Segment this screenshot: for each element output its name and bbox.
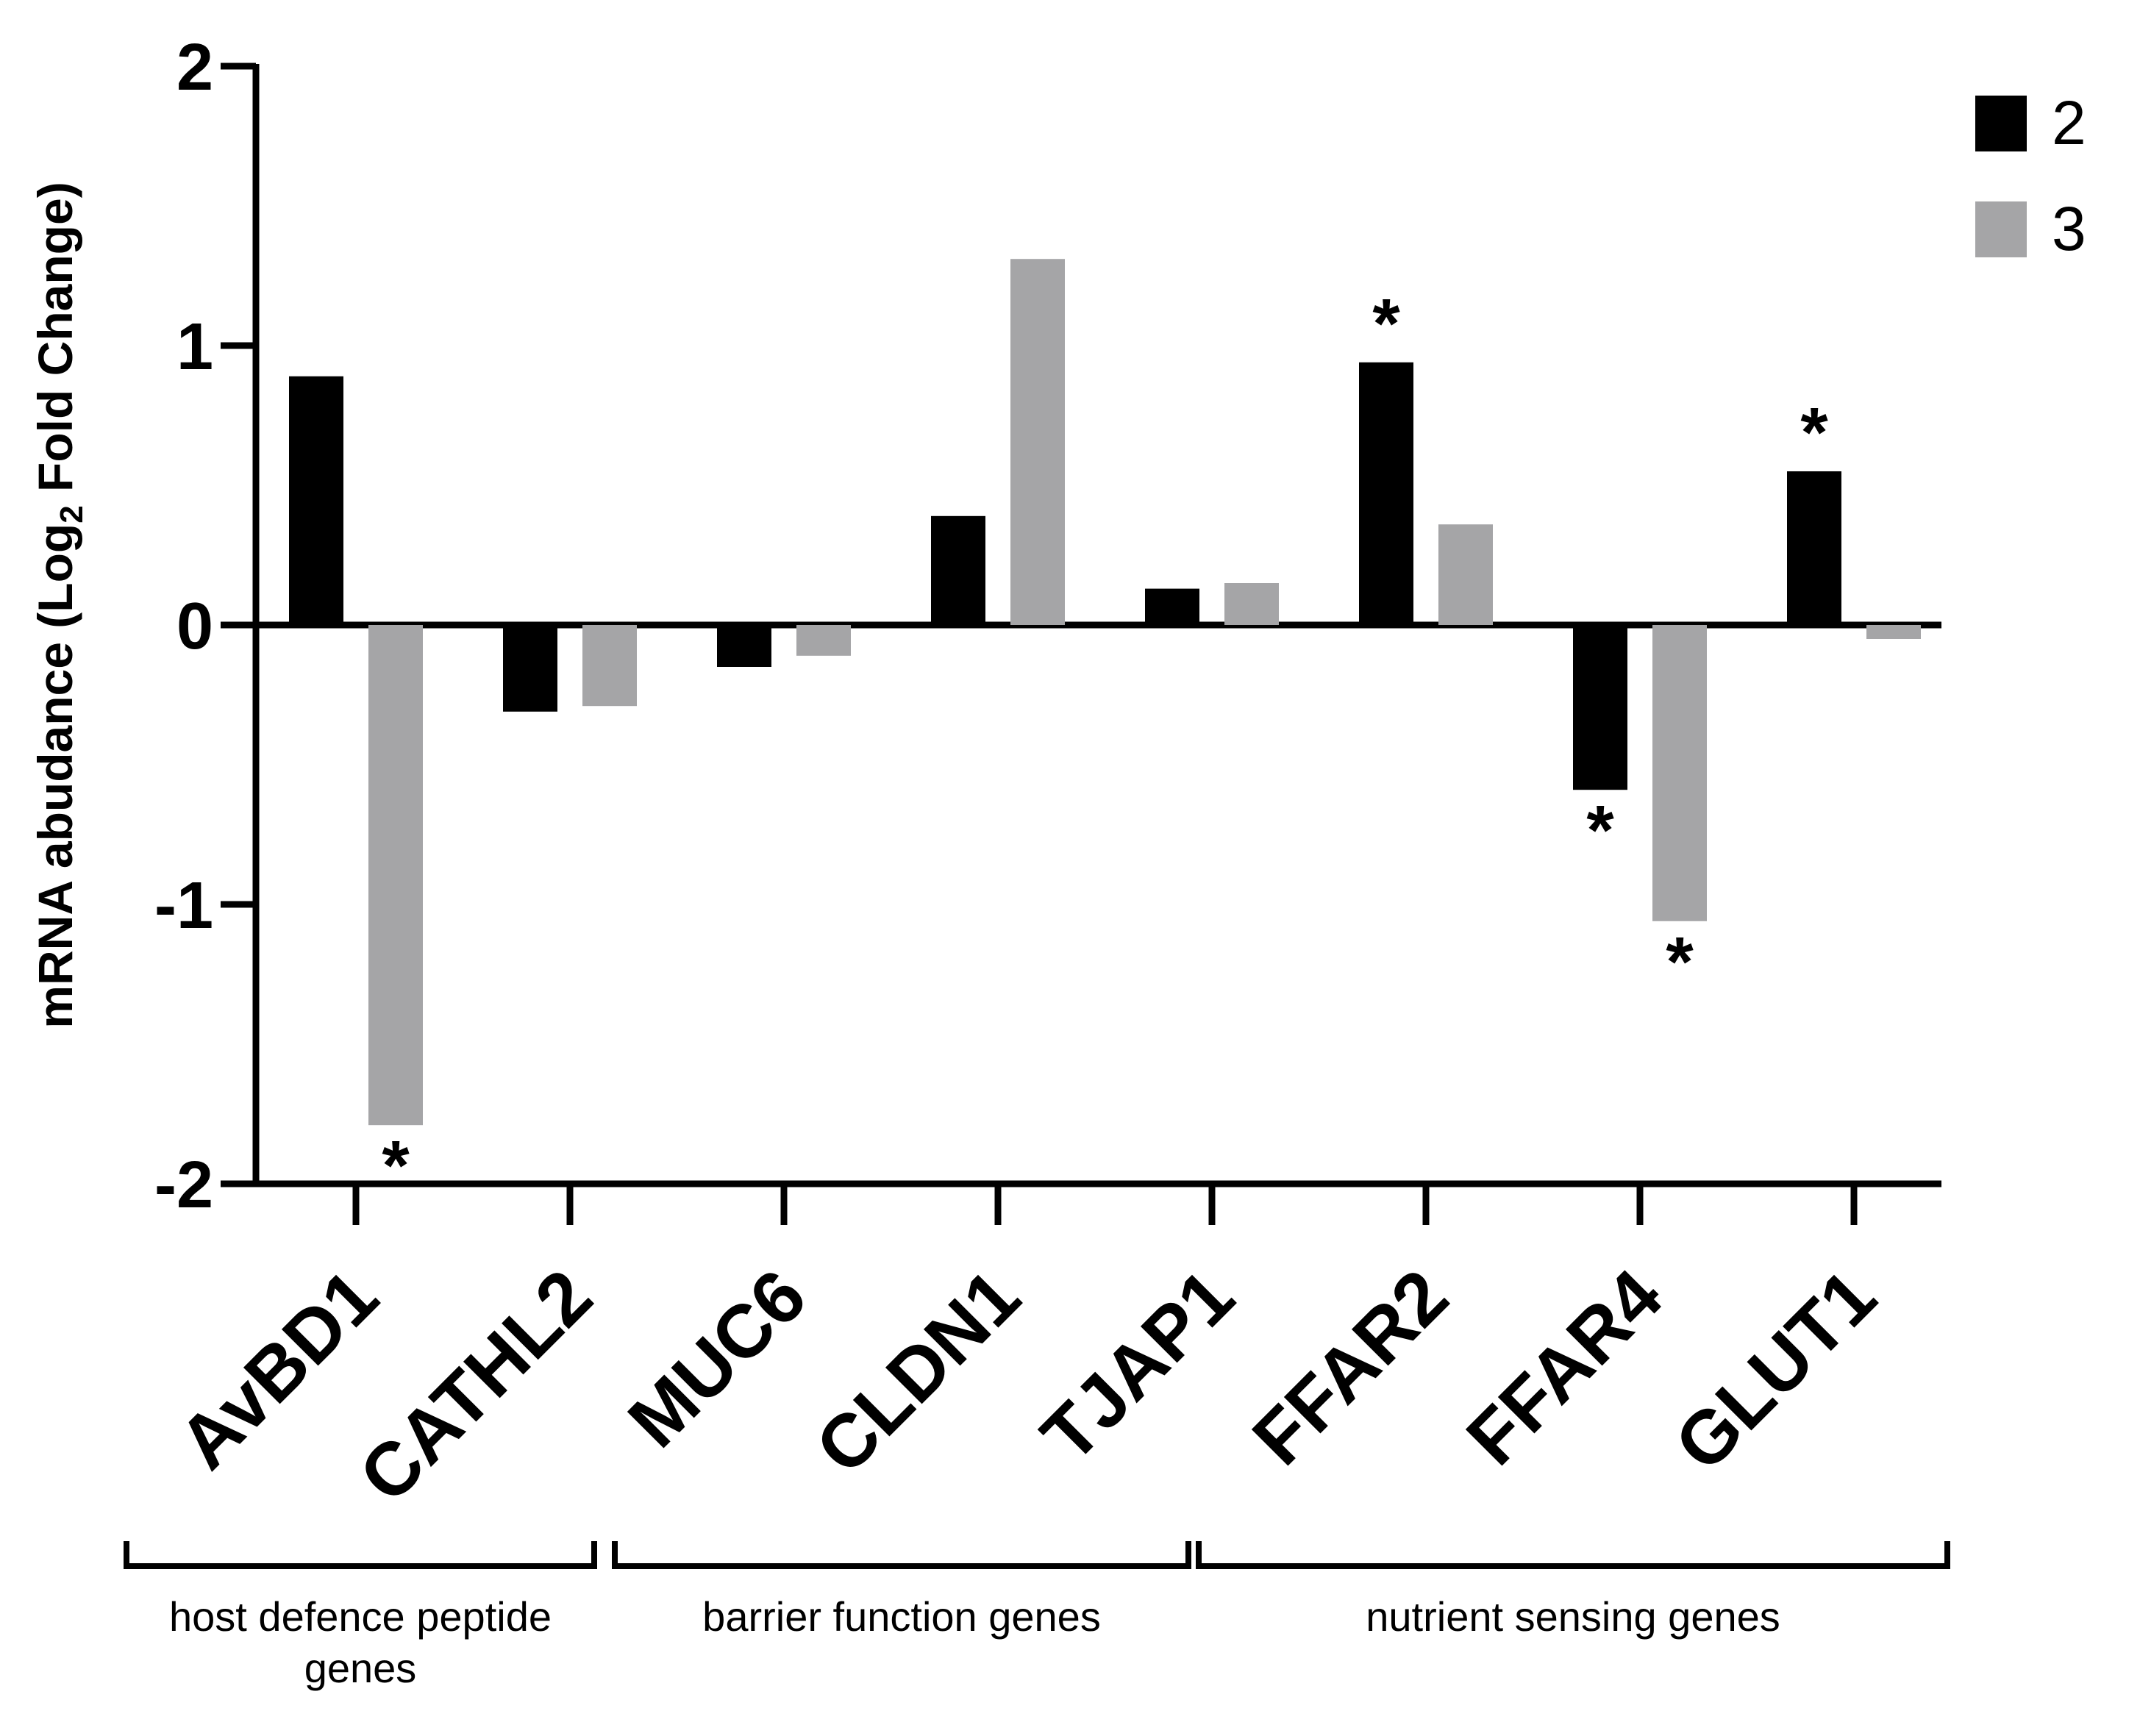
bar-series-2 xyxy=(289,376,343,625)
y-axis: 2 1 0 -1 -2 xyxy=(154,31,260,1222)
bar-series-3 xyxy=(582,625,637,707)
group-bracket xyxy=(1196,1541,1950,1569)
category-label: MUC6 xyxy=(613,1254,822,1463)
legend-swatch-2 xyxy=(1975,96,2027,151)
significance-markers: * * * * * xyxy=(382,285,1828,1205)
legend-label-3: 3 xyxy=(2052,194,2086,263)
bar-series-2 xyxy=(503,625,557,712)
bar-series-2 xyxy=(1359,362,1413,625)
bar-series-2 xyxy=(1787,471,1841,625)
category-label: GLUT1 xyxy=(1659,1254,1892,1487)
group-label: host defence peptide xyxy=(169,1593,552,1640)
bar-series-3 xyxy=(796,625,851,656)
bar-series-3 xyxy=(1438,524,1493,625)
x-axis xyxy=(253,1180,1941,1225)
legend-swatch-3 xyxy=(1975,201,2027,257)
y-tick-label: -1 xyxy=(154,869,213,943)
group-label: nutrient sensing genes xyxy=(1366,1593,1780,1640)
y-tick-label: -2 xyxy=(154,1149,213,1222)
legend: 23 xyxy=(1975,88,2086,263)
y-tick-label: 0 xyxy=(176,590,213,663)
bar-series-3 xyxy=(1866,625,1921,639)
bar-series-2 xyxy=(931,515,985,625)
y-tick-label: 2 xyxy=(176,31,213,104)
bar-series-3 xyxy=(1224,583,1279,625)
bar-series-3 xyxy=(368,625,423,1126)
bar-series-3 xyxy=(1652,625,1707,921)
significance-marker: * xyxy=(1372,285,1400,363)
category-label: CATHL2 xyxy=(343,1254,608,1518)
bar-series-3 xyxy=(1010,259,1065,625)
significance-marker: * xyxy=(382,1126,410,1205)
significance-marker: * xyxy=(1666,923,1694,1001)
group-bracket xyxy=(124,1541,597,1569)
category-label: FFAR2 xyxy=(1237,1254,1464,1481)
bar-series-2 xyxy=(1573,625,1627,790)
category-label: CLDN1 xyxy=(800,1254,1036,1490)
y-tick-label: 1 xyxy=(176,310,213,384)
significance-marker: * xyxy=(1800,393,1828,472)
group-label: genes xyxy=(304,1645,417,1691)
category-label: TJAP1 xyxy=(1025,1254,1249,1478)
bar-series-2 xyxy=(1145,588,1199,625)
legend-label-2: 2 xyxy=(2052,88,2086,157)
group-bracket xyxy=(612,1541,1191,1569)
group-label: barrier function genes xyxy=(702,1593,1101,1640)
gene-groups: host defence peptide genes barrier functio… xyxy=(124,1541,1950,1691)
category-label: FFAR4 xyxy=(1451,1254,1678,1481)
y-axis-title: mRNA abudance (Log2 Fold Change) xyxy=(28,182,90,1028)
significance-marker: * xyxy=(1586,791,1614,870)
bar-series-2 xyxy=(717,625,771,667)
bars xyxy=(289,259,1921,1126)
